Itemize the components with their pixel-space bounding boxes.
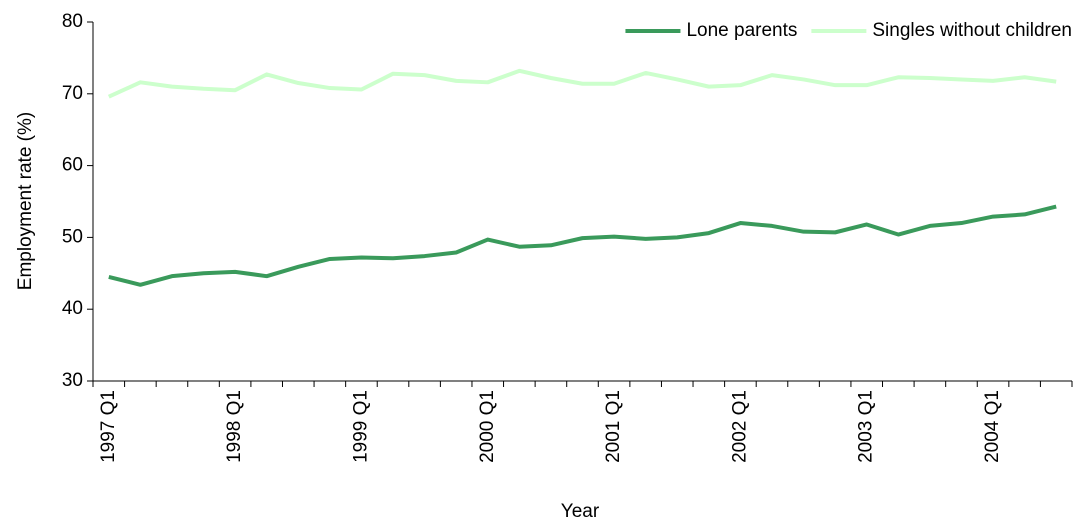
x-tick-label: 1999 Q1 (350, 390, 371, 463)
line-series (107, 68, 1057, 99)
x-tick-label: 2001 Q1 (603, 390, 624, 463)
y-tick-label: 50 (62, 226, 83, 247)
x-tick-label: 2002 Q1 (729, 390, 750, 463)
y-tick-label: 80 (62, 11, 83, 32)
y-axis-title: Employment rate (%) (15, 112, 36, 290)
x-tick-label: 1998 Q1 (224, 390, 245, 463)
x-tick-label: 1997 Q1 (98, 390, 119, 463)
line-series (108, 204, 1057, 287)
x-axis-title: Year (561, 501, 600, 522)
legend-label: Singles without children (872, 20, 1072, 41)
y-tick-label: 40 (62, 298, 83, 319)
x-tick-label: 2000 Q1 (477, 390, 498, 463)
x-tick-label: 2004 Q1 (982, 390, 1003, 463)
x-tick-label: 2003 Q1 (856, 390, 877, 463)
y-tick-label: 30 (62, 370, 83, 391)
legend-label: Lone parents (686, 20, 797, 41)
y-tick-label: 70 (62, 83, 83, 104)
y-tick-label: 60 (62, 155, 83, 176)
